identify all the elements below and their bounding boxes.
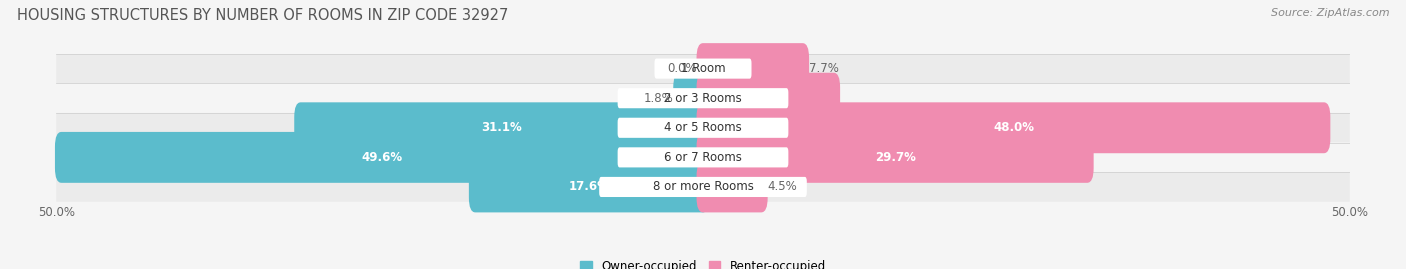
Text: 48.0%: 48.0% xyxy=(993,121,1033,134)
Text: 4 or 5 Rooms: 4 or 5 Rooms xyxy=(664,121,742,134)
Text: 4.5%: 4.5% xyxy=(768,180,797,193)
FancyBboxPatch shape xyxy=(617,147,789,167)
FancyBboxPatch shape xyxy=(696,43,808,94)
Text: 10.1%: 10.1% xyxy=(748,92,789,105)
Legend: Owner-occupied, Renter-occupied: Owner-occupied, Renter-occupied xyxy=(579,260,827,269)
Text: 49.6%: 49.6% xyxy=(361,151,402,164)
Text: 0.0%: 0.0% xyxy=(666,62,696,75)
FancyBboxPatch shape xyxy=(468,161,710,213)
FancyBboxPatch shape xyxy=(696,73,841,124)
FancyBboxPatch shape xyxy=(599,177,807,197)
Text: 17.6%: 17.6% xyxy=(569,180,610,193)
FancyBboxPatch shape xyxy=(696,132,1094,183)
FancyBboxPatch shape xyxy=(617,88,789,108)
FancyBboxPatch shape xyxy=(673,73,710,124)
Text: 29.7%: 29.7% xyxy=(875,151,915,164)
Text: 7.7%: 7.7% xyxy=(808,62,839,75)
Text: 8 or more Rooms: 8 or more Rooms xyxy=(652,180,754,193)
FancyBboxPatch shape xyxy=(655,59,751,79)
Text: 31.1%: 31.1% xyxy=(481,121,522,134)
Text: HOUSING STRUCTURES BY NUMBER OF ROOMS IN ZIP CODE 32927: HOUSING STRUCTURES BY NUMBER OF ROOMS IN… xyxy=(17,8,508,23)
FancyBboxPatch shape xyxy=(696,161,768,213)
FancyBboxPatch shape xyxy=(56,113,1350,143)
FancyBboxPatch shape xyxy=(696,102,1330,153)
Text: 1.8%: 1.8% xyxy=(644,92,673,105)
FancyBboxPatch shape xyxy=(55,132,710,183)
FancyBboxPatch shape xyxy=(56,83,1350,113)
FancyBboxPatch shape xyxy=(617,118,789,138)
FancyBboxPatch shape xyxy=(56,54,1350,83)
Text: 6 or 7 Rooms: 6 or 7 Rooms xyxy=(664,151,742,164)
Text: 2 or 3 Rooms: 2 or 3 Rooms xyxy=(664,92,742,105)
FancyBboxPatch shape xyxy=(294,102,710,153)
Text: Source: ZipAtlas.com: Source: ZipAtlas.com xyxy=(1271,8,1389,18)
FancyBboxPatch shape xyxy=(56,143,1350,172)
Text: 1 Room: 1 Room xyxy=(681,62,725,75)
FancyBboxPatch shape xyxy=(56,172,1350,202)
